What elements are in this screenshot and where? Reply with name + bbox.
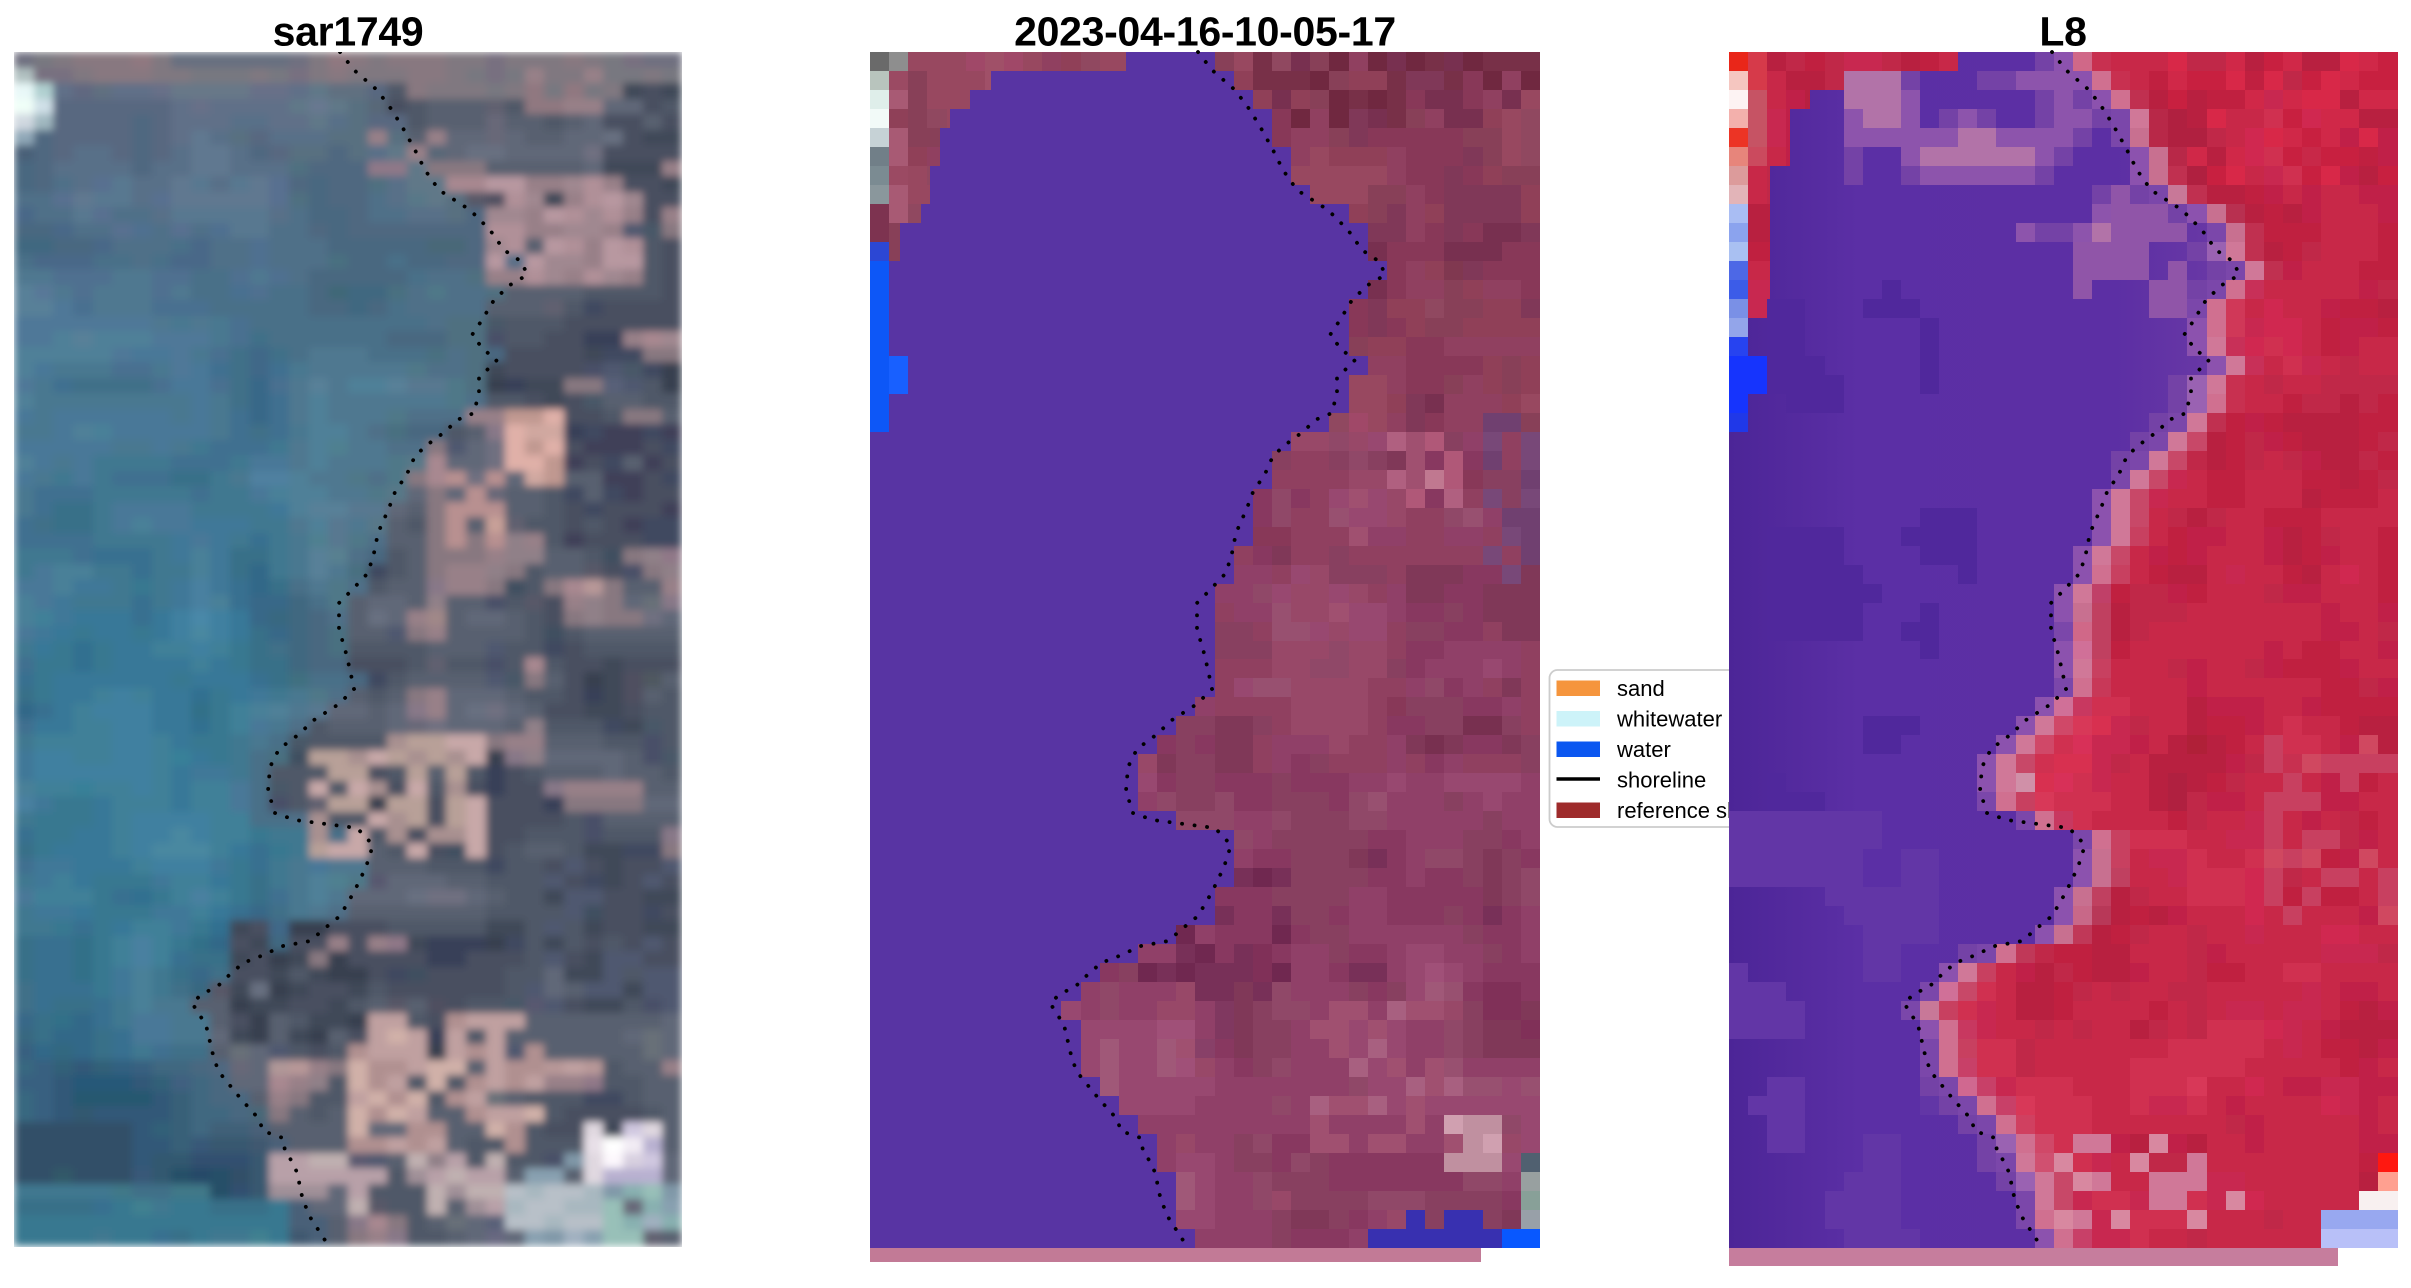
svg-text:whitewater: whitewater — [1616, 707, 1722, 732]
svg-text:sand: sand — [1617, 676, 1665, 701]
svg-text:shoreline: shoreline — [1617, 768, 1706, 793]
svg-text:water: water — [1616, 737, 1671, 762]
